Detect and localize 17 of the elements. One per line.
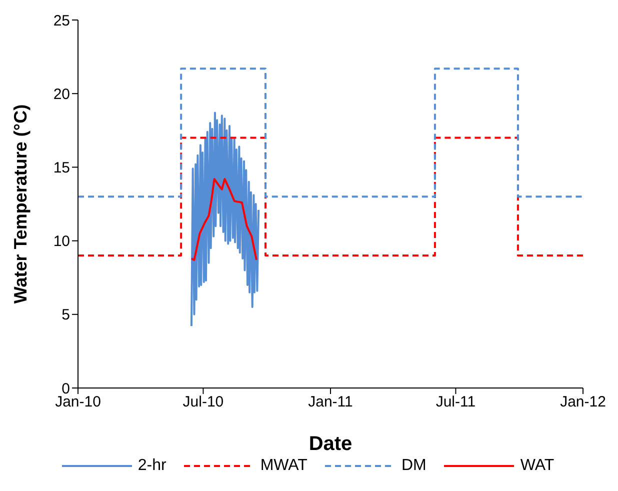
y-tick-label: 10 [53,233,70,250]
x-axis-title: Date [308,433,352,455]
legend-label: DM [401,457,426,475]
x-tick-label: Jan-11 [308,394,353,411]
legend-label: MWAT [260,457,308,475]
x-tick-label: Jul-11 [436,394,476,411]
y-tick-label: 5 [62,306,70,324]
y-tick-label: 25 [53,12,70,30]
y-tick-label: 20 [53,86,70,103]
x-tick-label: Jul-10 [182,394,224,411]
line-series [190,178,258,261]
y-axis-title: Water Temperature (°C) [10,104,30,304]
y-tick-label: 15 [53,160,70,177]
line-series [190,112,260,328]
x-tick-label: Jan-12 [560,394,606,411]
legend-label: 2-hr [138,457,166,475]
legend-label: WAT [520,457,554,475]
